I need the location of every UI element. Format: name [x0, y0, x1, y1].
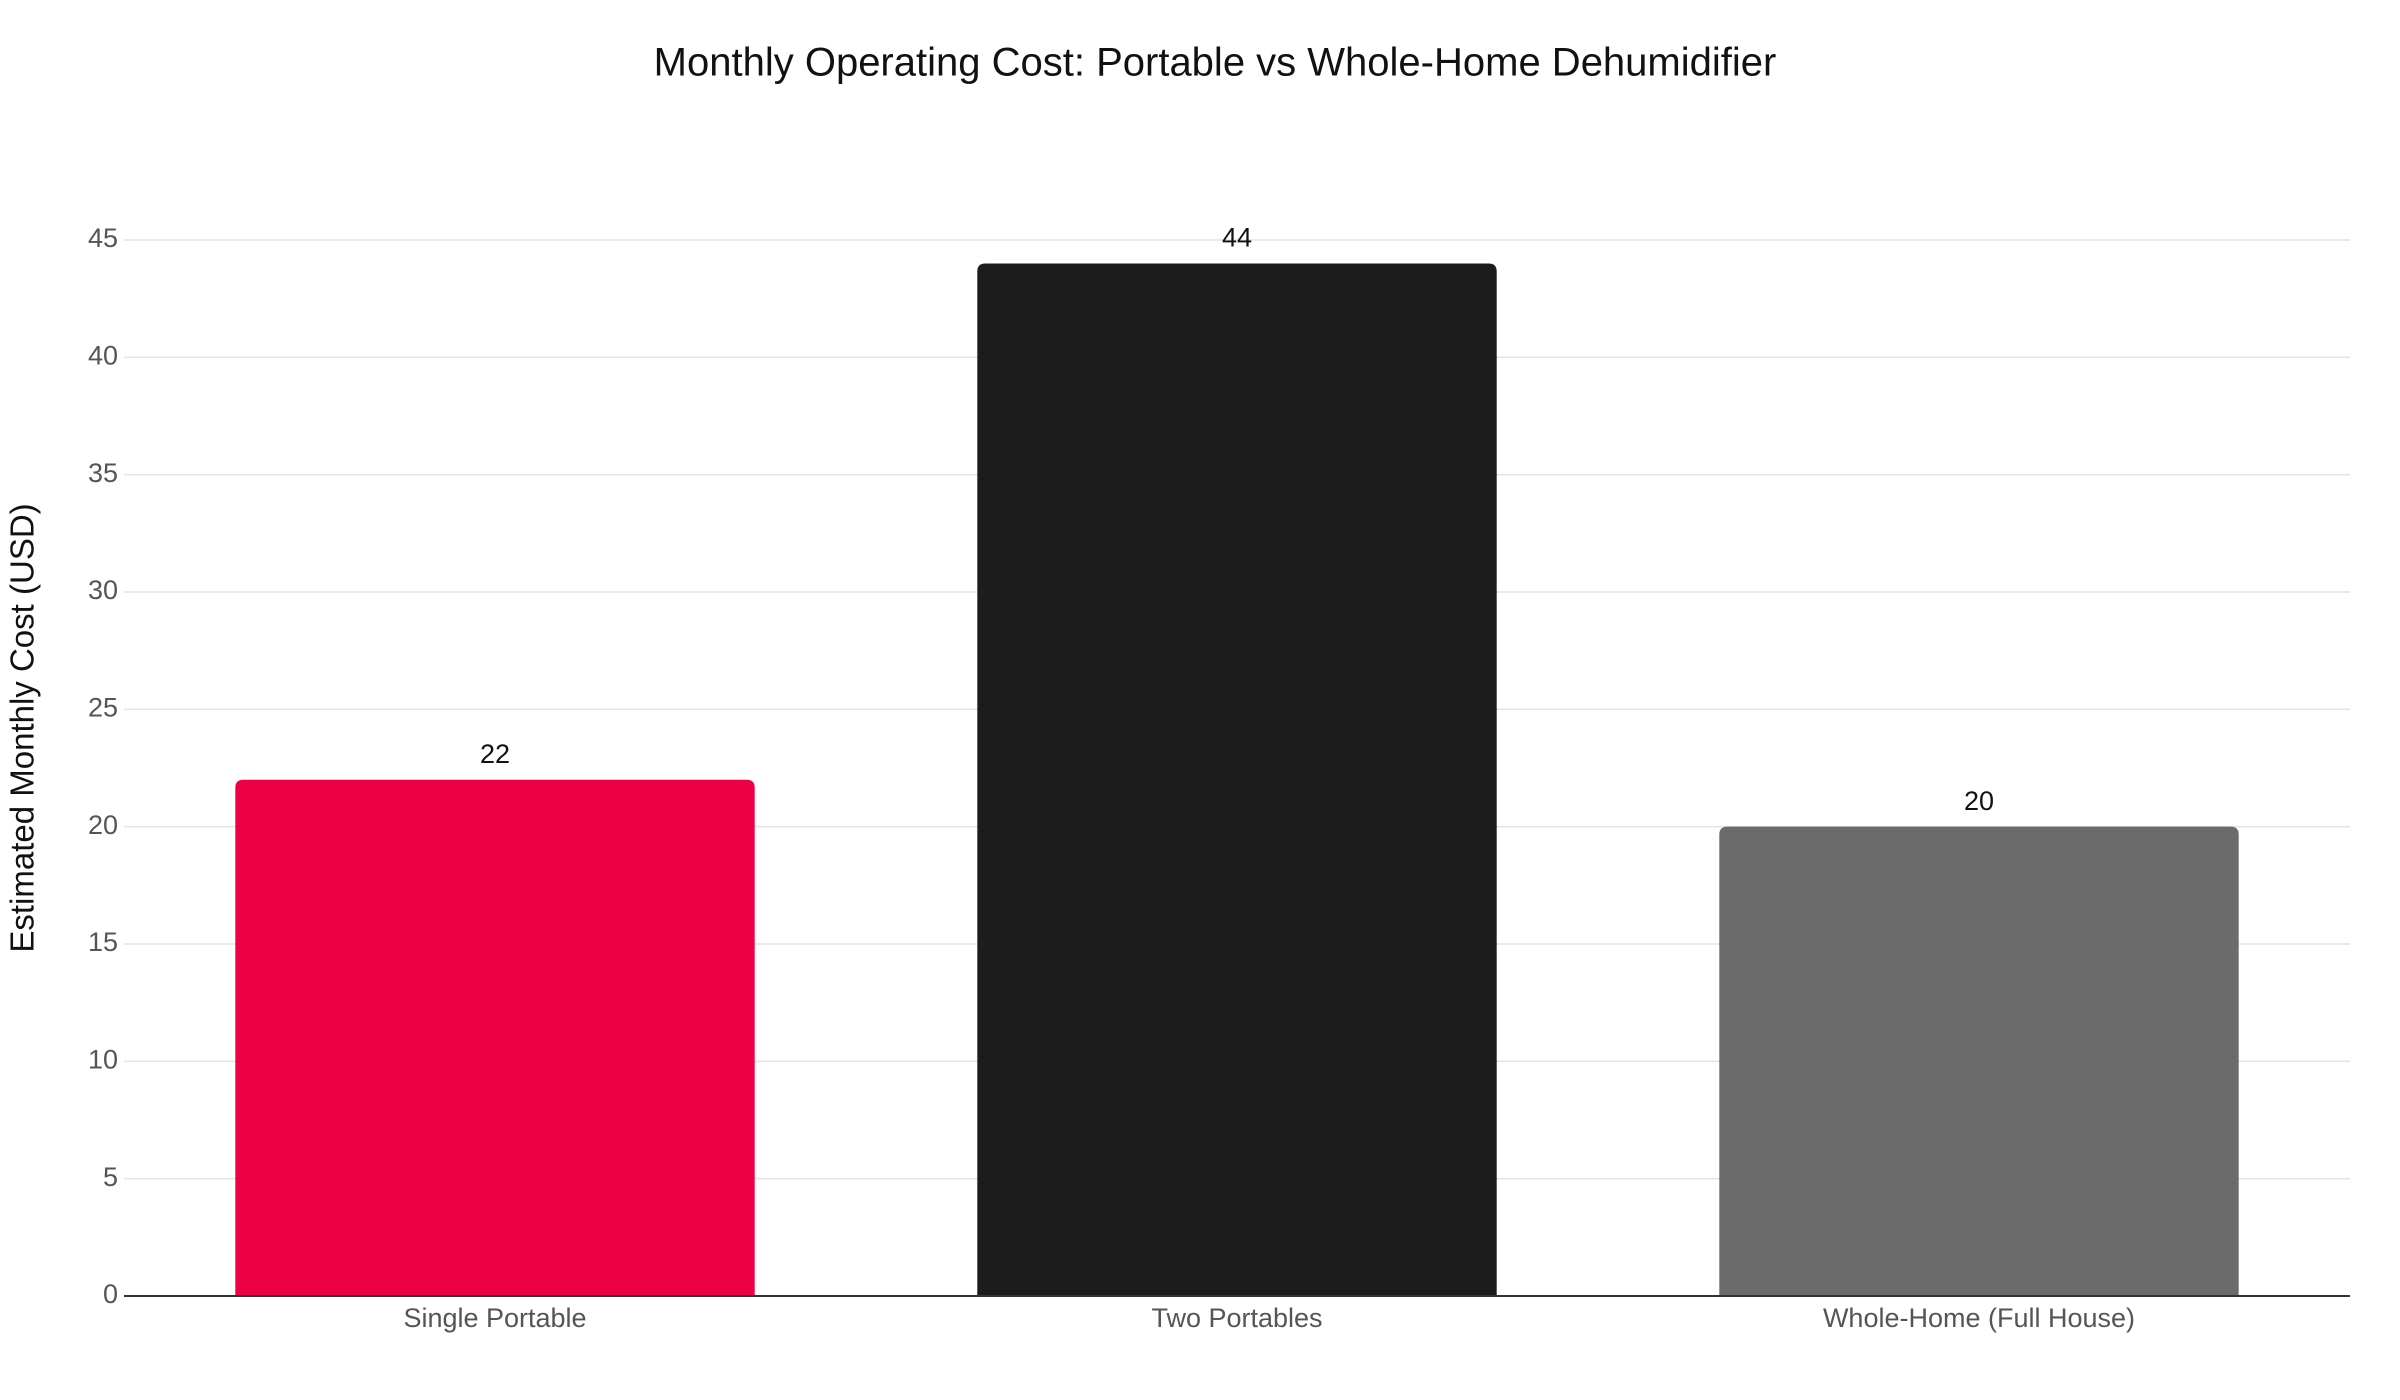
y-tick-label: 25 [88, 692, 118, 722]
y-axis-label: Estimated Monthly Cost (USD) [4, 503, 41, 952]
y-tick-label: 20 [88, 810, 118, 840]
value-label: 44 [1222, 223, 1252, 253]
y-tick-label: 40 [88, 340, 118, 370]
value-label: 22 [480, 739, 510, 769]
y-tick-label: 45 [88, 223, 118, 253]
value-label: 20 [1964, 786, 1994, 816]
y-tick-label: 5 [103, 1162, 118, 1192]
y-tick-label: 15 [88, 927, 118, 957]
y-tick-label: 30 [88, 575, 118, 605]
bar [977, 263, 1497, 1296]
x-tick-label: Two Portables [1151, 1303, 1322, 1333]
y-tick-label: 10 [88, 1044, 118, 1074]
y-tick-label: 35 [88, 458, 118, 488]
bar [1719, 826, 2239, 1296]
x-tick-label: Single Portable [403, 1303, 586, 1333]
x-tick-label: Whole-Home (Full House) [1823, 1303, 2135, 1333]
y-tick-label: 0 [103, 1279, 118, 1309]
chart-title: Monthly Operating Cost: Portable vs Whol… [654, 41, 1777, 85]
bar [235, 779, 755, 1296]
